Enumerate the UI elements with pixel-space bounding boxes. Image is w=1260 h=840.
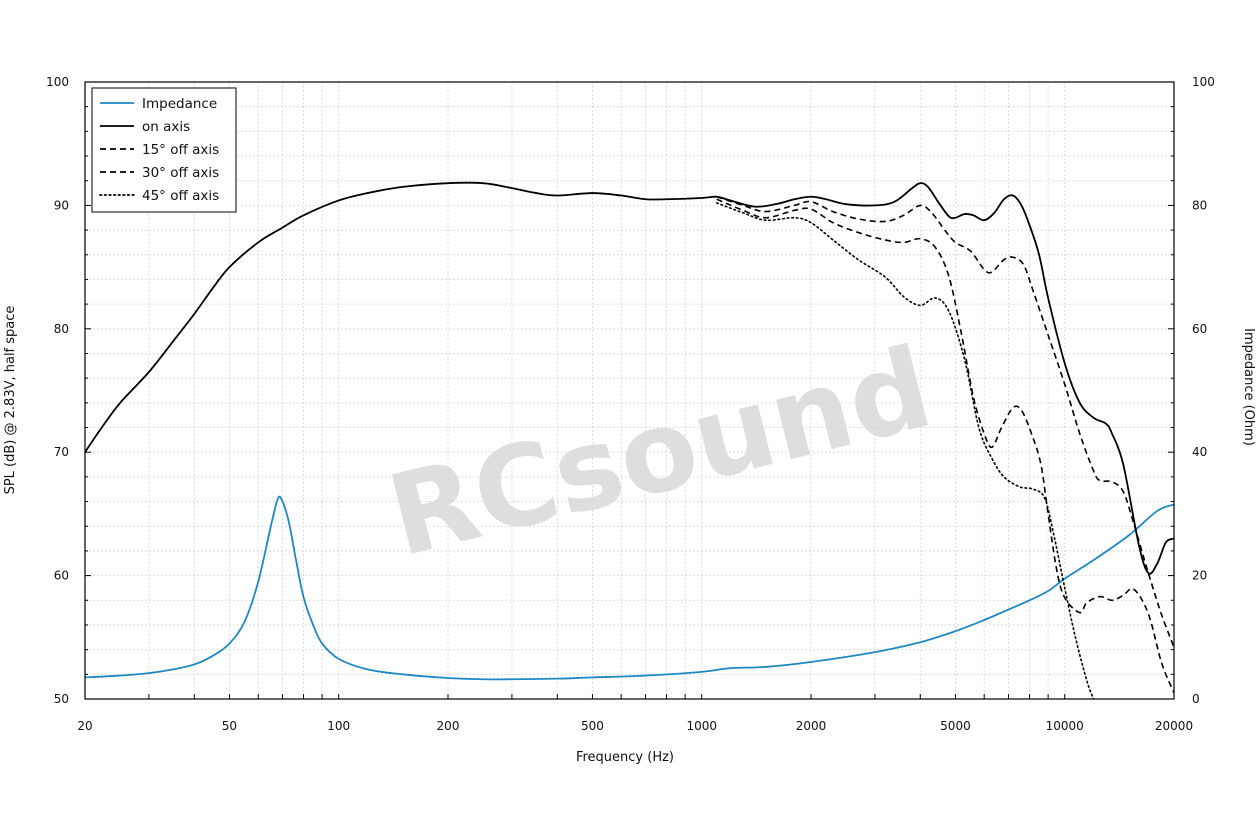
axis-ticks	[85, 81, 1174, 700]
y2-tick-label: 40	[1192, 445, 1207, 459]
legend-label: on axis	[142, 119, 190, 135]
legend-label: 15° off axis	[142, 142, 219, 158]
series-line-1	[84, 181, 1175, 575]
x-tick-label: 20	[77, 719, 92, 733]
y2-tick-label: 60	[1192, 322, 1207, 336]
legend-label: 30° off axis	[142, 165, 219, 181]
y-tick-label: 50	[54, 692, 69, 706]
y2-tick-label: 0	[1192, 692, 1200, 706]
legend-box	[91, 87, 237, 213]
legend: Impedance on axis 15° off axis 30° off axis…	[91, 87, 237, 213]
x-tick-label: 100	[327, 719, 350, 733]
x-tick-label: 10000	[1046, 719, 1084, 733]
grid	[85, 82, 1174, 699]
y-tick-label: 80	[54, 322, 69, 336]
y-tick-label: 70	[54, 445, 69, 459]
x-tick-label: 200	[437, 719, 460, 733]
series-line-2	[716, 195, 1175, 648]
y2-tick-label: 100	[1192, 75, 1215, 89]
x-tick-label: 2000	[796, 719, 827, 733]
y-axis-title: SPL (dB) @ 2.83V, half space	[3, 306, 18, 495]
series-lines	[84, 181, 1175, 700]
x-tick-label: 1000	[686, 719, 717, 733]
x-tick-label: 5000	[940, 719, 971, 733]
legend-label: 45° off axis	[142, 188, 219, 204]
x-tick-label: 20000	[1155, 719, 1193, 733]
series-line-4	[715, 202, 1095, 700]
x-axis-tick-labels: 20 50 100 200 500 1000 2000 5000 10000 20000	[77, 719, 1193, 733]
y-tick-label: 60	[54, 569, 69, 583]
x-tick-label: 500	[581, 719, 604, 733]
watermark: RCsound	[377, 323, 944, 583]
series-line-3	[716, 198, 1175, 694]
legend-label: Impedance	[142, 96, 217, 112]
series-line-0	[84, 495, 1175, 681]
y2-axis-tick-labels: 0 20 40 60 80 100	[1192, 75, 1215, 706]
x-axis-title: Frequency (Hz)	[576, 750, 674, 765]
y-tick-label: 100	[46, 75, 69, 89]
y2-tick-label: 80	[1192, 198, 1207, 212]
y2-axis-title: Impedance (Ohm)	[1241, 328, 1256, 446]
y-axis-tick-labels: 50 60 70 80 90 100	[46, 75, 69, 706]
y2-tick-label: 20	[1192, 569, 1207, 583]
x-tick-label: 50	[222, 719, 237, 733]
y-tick-label: 90	[54, 198, 69, 212]
plot-frame	[84, 81, 1175, 700]
